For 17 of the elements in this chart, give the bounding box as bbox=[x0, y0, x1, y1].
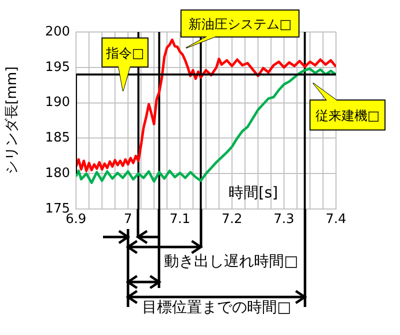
series-label: 指令□ bbox=[104, 46, 144, 62]
text: 目標位置までの時間□ bbox=[142, 298, 292, 317]
y-axis-title: シリンダ長[mm] bbox=[4, 66, 20, 175]
y-tick-label: 180 bbox=[45, 166, 70, 181]
y-tick-label: 185 bbox=[45, 130, 70, 146]
text: 動き出し遅れ時間□ bbox=[164, 252, 298, 271]
x-tick-label: 7.1 bbox=[170, 212, 190, 228]
x-tick-label: 7.3 bbox=[274, 212, 294, 228]
y-tick-label: 200 bbox=[45, 24, 70, 40]
y-tick-label: 195 bbox=[45, 60, 70, 75]
series-label: 新油圧システム□ bbox=[188, 18, 292, 32]
x-axis-title: 時間[s] bbox=[228, 183, 278, 202]
x-tick-label: 6.9 bbox=[66, 212, 86, 228]
y-tick-label: 190 bbox=[45, 95, 70, 110]
x-tick-label: 7.2 bbox=[222, 212, 242, 228]
x-tick-label: 7 bbox=[124, 212, 132, 228]
x-tick-label: 7.4 bbox=[326, 212, 346, 228]
